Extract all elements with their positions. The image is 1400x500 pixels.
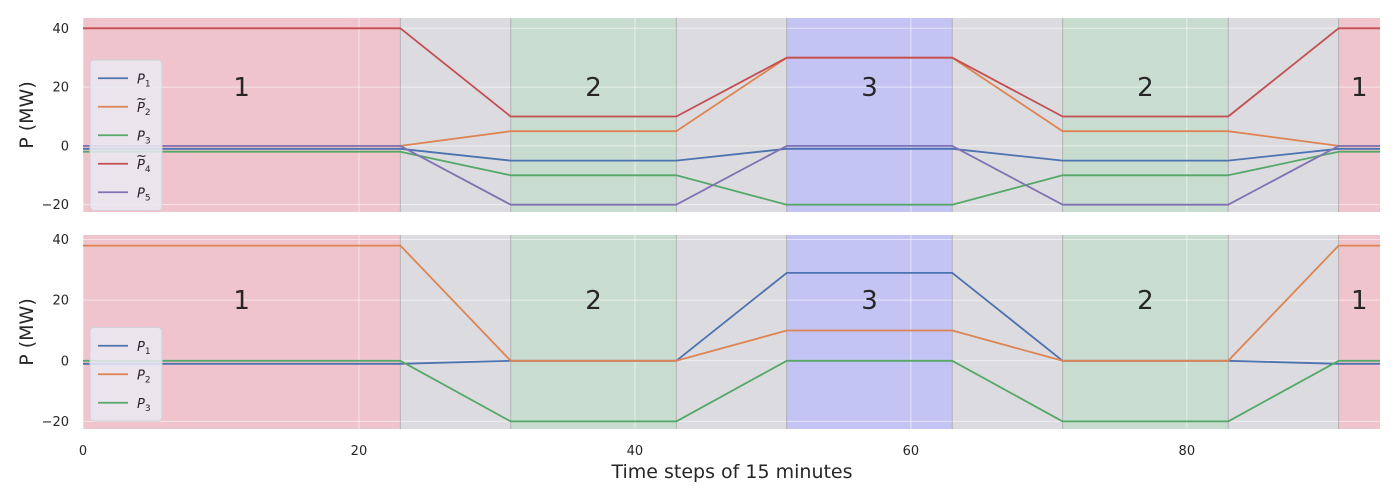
- legend-label: P2: [137, 368, 151, 385]
- legend-label: P1: [137, 340, 151, 357]
- series-line-p3: [83, 150, 1380, 206]
- region-band-1: [400, 18, 511, 212]
- region-band-3: [676, 235, 787, 429]
- region-label: 2: [1137, 286, 1154, 316]
- region-band-4: [786, 18, 953, 212]
- legend-tilde: ~: [136, 92, 147, 107]
- bottom-panel: 1 2 3 2 1 −20 0 20 40 P (MW) P1 P2 P3: [16, 233, 1380, 430]
- legend-label: P4: [137, 158, 151, 175]
- region-band-8: [1338, 235, 1380, 429]
- y-tick-label: 20: [52, 81, 69, 96]
- region-band-5: [952, 18, 1063, 212]
- y-tick-label: 40: [52, 233, 69, 248]
- series-lines: [83, 244, 1380, 423]
- region-band-7: [1228, 235, 1339, 429]
- region-label: 1: [233, 286, 250, 316]
- region-band-3: [676, 18, 787, 212]
- legend-label: P1: [137, 72, 151, 89]
- y-tick-label: 0: [61, 354, 69, 369]
- x-axis: 0 20 40 60 80: [79, 444, 1195, 459]
- series-line-p1: [83, 147, 1380, 162]
- region-band-5: [952, 235, 1063, 429]
- region-label: 1: [1351, 73, 1368, 103]
- x-tick-label: 20: [351, 444, 368, 459]
- legend-label: P3: [137, 397, 151, 414]
- region-label: 2: [1137, 73, 1154, 103]
- region-label: 2: [585, 73, 602, 103]
- y-tick-label: 0: [61, 139, 69, 154]
- x-tick-label: 40: [627, 444, 644, 459]
- y-tick-label: −20: [42, 415, 69, 430]
- legend-label: P3: [137, 129, 151, 146]
- legend: P1 P2 P3: [89, 327, 163, 422]
- series-line-p5: [83, 144, 1380, 206]
- legend-tilde: ~: [136, 149, 147, 164]
- y-axis-label: P (MW): [16, 298, 38, 366]
- y-tick-label: 20: [52, 294, 69, 309]
- x-axis-label: Time steps of 15 minutes: [610, 461, 852, 483]
- series-line-p1: [83, 271, 1380, 365]
- region-band-1: [400, 235, 511, 429]
- region-label: 2: [585, 286, 602, 316]
- region-band-4: [786, 235, 953, 429]
- region-label: 3: [861, 73, 878, 103]
- region-label: 1: [1351, 286, 1368, 316]
- series-line-p2: [83, 244, 1380, 362]
- x-tick-label: 60: [903, 444, 920, 459]
- x-tick-label: 80: [1179, 444, 1196, 459]
- region-band-8: [1338, 18, 1380, 212]
- region-band-6: [1062, 18, 1229, 212]
- series-line-p4: [83, 27, 1380, 118]
- legend-label: P5: [137, 186, 151, 203]
- x-tick-label: 0: [79, 444, 87, 459]
- region-label: 3: [861, 286, 878, 316]
- region-band-2: [510, 18, 677, 212]
- y-tick-label: −20: [42, 198, 69, 213]
- region-band-7: [1228, 18, 1339, 212]
- legend-label: P2: [137, 101, 151, 118]
- series-lines: [83, 27, 1380, 206]
- y-tick-label: 40: [52, 22, 69, 37]
- y-axis-label: P (MW): [16, 81, 38, 149]
- series-line-p3: [83, 359, 1380, 423]
- region-label: 1: [233, 73, 250, 103]
- region-band-2: [510, 235, 677, 429]
- region-band-6: [1062, 235, 1229, 429]
